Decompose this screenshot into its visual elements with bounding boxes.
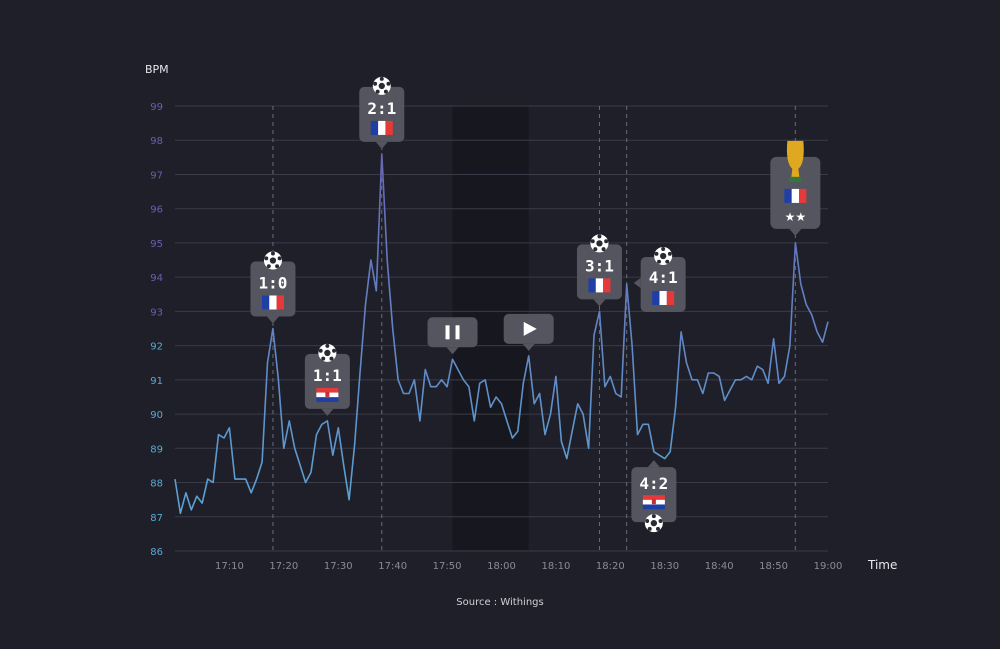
annotation-goal: 1:1	[304, 343, 350, 416]
annotation-trophy: ★★	[770, 140, 821, 236]
france-flag-icon	[261, 295, 270, 310]
y-tick-label: 98	[150, 136, 163, 147]
play-icon	[523, 321, 537, 336]
france-flag-icon	[370, 120, 379, 135]
annotation-play	[503, 313, 554, 351]
annotation-goal: 4:1	[633, 247, 686, 312]
star-icons: ★★	[785, 210, 807, 224]
x-tick-label: 17:40	[378, 561, 407, 572]
y-tick-label: 86	[150, 547, 163, 558]
france-flag-icon	[652, 291, 660, 305]
goal-bubble	[576, 244, 622, 300]
y-tick-label: 94	[150, 273, 163, 284]
goal-bubble	[250, 261, 296, 317]
y-tick-label: 91	[150, 376, 163, 387]
x-tick-label: 18:30	[650, 561, 679, 572]
y-tick-label: 95	[150, 239, 163, 250]
x-tick-label: 18:20	[596, 561, 625, 572]
goal-score: 3:1	[585, 256, 614, 275]
goal-score: 1:1	[313, 366, 342, 385]
x-tick-label: 17:50	[433, 561, 462, 572]
annotation-goal: 3:1	[576, 234, 622, 307]
y-tick-label: 96	[150, 205, 163, 216]
goal-bubble	[304, 353, 350, 409]
goal-score: 1:0	[258, 274, 287, 293]
x-axis-label: Time	[868, 558, 898, 572]
goal-bubble	[640, 257, 686, 312]
y-tick-label: 92	[150, 342, 163, 353]
annotation-goal: 1:0	[250, 251, 296, 324]
annotation-pause	[427, 317, 478, 355]
y-tick-label: 88	[150, 479, 163, 490]
goal-score: 4:2	[639, 474, 668, 493]
goal-score: 4:1	[649, 268, 678, 287]
goal-bubble	[631, 467, 677, 523]
y-tick-label: 90	[150, 410, 163, 421]
annotation-goal: 2:1	[359, 76, 405, 149]
y-tick-label: 99	[150, 102, 163, 113]
y-tick-label: 93	[150, 307, 163, 318]
y-axis-label: BPM	[145, 63, 169, 76]
x-tick-label: 18:40	[705, 561, 734, 572]
x-tick-label: 18:50	[759, 561, 788, 572]
y-tick-label: 87	[150, 513, 163, 524]
goal-score: 2:1	[367, 99, 396, 118]
x-tick-label: 17:10	[215, 561, 244, 572]
trophy-icon	[786, 140, 804, 177]
croatia-flag-icon	[642, 495, 665, 500]
y-tick-label: 97	[150, 170, 163, 181]
pause-icon	[445, 325, 450, 340]
pause-bubble	[427, 317, 478, 348]
source-caption: Source : Withings	[456, 597, 544, 608]
france-flag-icon	[784, 188, 792, 203]
x-tick-label: 19:00	[814, 561, 843, 572]
x-tick-label: 17:30	[324, 561, 353, 572]
goal-bubble	[359, 86, 405, 142]
x-tick-label: 18:00	[487, 561, 516, 572]
y-tick-label: 89	[150, 444, 163, 455]
france-flag-icon	[588, 278, 596, 293]
x-tick-label: 17:20	[269, 561, 298, 572]
annotation-goal: 4:2	[631, 460, 677, 533]
bpm-series-line	[174, 153, 829, 515]
croatia-flag-icon	[316, 387, 339, 393]
x-tick-label: 18:10	[542, 561, 571, 572]
